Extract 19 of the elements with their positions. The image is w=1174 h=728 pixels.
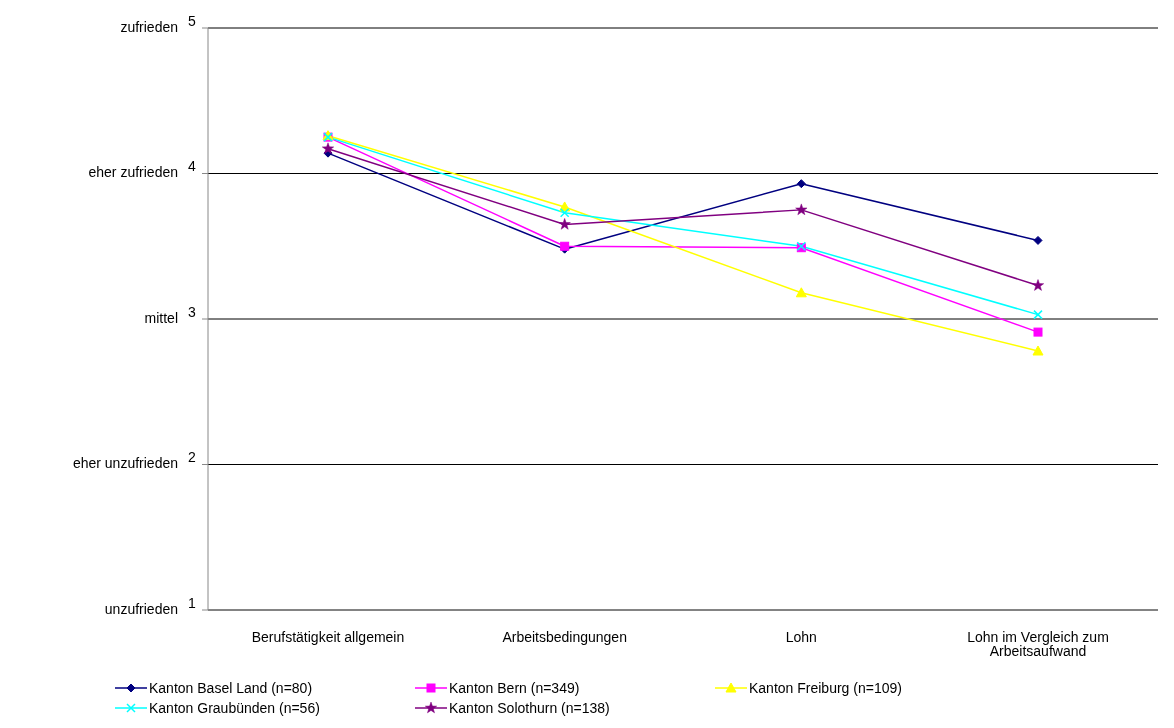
- y-tick-label: 2: [188, 449, 197, 466]
- y-tick-label: 1: [188, 594, 197, 611]
- y-tick-label: 4: [188, 158, 197, 175]
- legend-label: Kanton Freiburg (n=109): [749, 680, 902, 696]
- y-tick-label: 3: [188, 303, 197, 320]
- x-tick-label: Arbeitsbedingungen: [502, 628, 627, 645]
- x-tick-label: Lohn: [785, 628, 817, 645]
- x-tick-label: Lohn im Vergleich zum Arbeitsaufwand: [967, 628, 1109, 659]
- legend-label: Kanton Solothurn (n=138): [449, 700, 610, 716]
- text: eher unzufrieden: [72, 455, 178, 472]
- legend-label: Kanton Basel Land (n=80): [149, 680, 313, 696]
- x-tick-label: Berufstätigkeit allgemein: [251, 628, 405, 645]
- text: eher zufrieden: [88, 164, 178, 181]
- text: mittel: [144, 309, 178, 326]
- legend-label: Kanton Graubünden (n=56): [149, 700, 320, 716]
- text: unzufrieden: [104, 600, 178, 617]
- text: zufrieden: [120, 18, 178, 35]
- legend-label: Kanton Bern (n=349): [449, 680, 580, 696]
- y-tick-label: 5: [188, 12, 197, 29]
